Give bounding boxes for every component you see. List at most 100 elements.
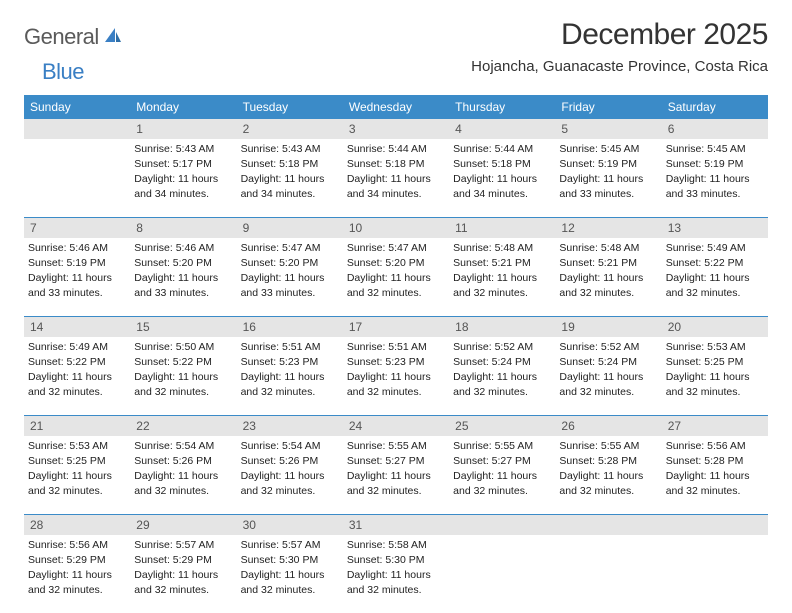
day-number: 4 — [449, 119, 555, 139]
day-number: 18 — [449, 317, 555, 337]
daylight-text: Daylight: 11 hours and 32 minutes. — [559, 271, 657, 299]
day-cell: Sunrise: 5:45 AMSunset: 5:19 PMDaylight:… — [662, 139, 768, 217]
brand-text-general: General — [24, 24, 99, 50]
sunset-text: Sunset: 5:20 PM — [134, 256, 232, 270]
daylight-text: Daylight: 11 hours and 32 minutes. — [666, 271, 764, 299]
day-number: 5 — [555, 119, 661, 139]
day-number: 3 — [343, 119, 449, 139]
weekday-header: Tuesday — [237, 95, 343, 119]
sunset-text: Sunset: 5:18 PM — [347, 157, 445, 171]
sunset-text: Sunset: 5:25 PM — [666, 355, 764, 369]
daylight-text: Daylight: 11 hours and 34 minutes. — [241, 172, 339, 200]
day-cell: Sunrise: 5:44 AMSunset: 5:18 PMDaylight:… — [449, 139, 555, 217]
week-info-row: Sunrise: 5:46 AMSunset: 5:19 PMDaylight:… — [24, 238, 768, 317]
sunrise-text: Sunrise: 5:45 AM — [559, 142, 657, 156]
sunset-text: Sunset: 5:24 PM — [453, 355, 551, 369]
sunset-text: Sunset: 5:19 PM — [559, 157, 657, 171]
weekday-header: Friday — [555, 95, 661, 119]
sunrise-text: Sunrise: 5:56 AM — [666, 439, 764, 453]
sunrise-text: Sunrise: 5:52 AM — [559, 340, 657, 354]
sunrise-text: Sunrise: 5:50 AM — [134, 340, 232, 354]
day-number: 19 — [555, 317, 661, 337]
daylight-text: Daylight: 11 hours and 32 minutes. — [347, 271, 445, 299]
brand-logo: General — [24, 24, 125, 50]
sunset-text: Sunset: 5:17 PM — [134, 157, 232, 171]
day-number — [662, 515, 768, 535]
sunrise-text: Sunrise: 5:51 AM — [347, 340, 445, 354]
week-daynum-row: 21222324252627 — [24, 416, 768, 436]
sunrise-text: Sunrise: 5:55 AM — [453, 439, 551, 453]
daylight-text: Daylight: 11 hours and 32 minutes. — [453, 271, 551, 299]
day-cell: Sunrise: 5:50 AMSunset: 5:22 PMDaylight:… — [130, 337, 236, 415]
day-cell: Sunrise: 5:56 AMSunset: 5:28 PMDaylight:… — [662, 436, 768, 514]
sunset-text: Sunset: 5:19 PM — [28, 256, 126, 270]
sunrise-text: Sunrise: 5:55 AM — [559, 439, 657, 453]
day-cell: Sunrise: 5:57 AMSunset: 5:29 PMDaylight:… — [130, 535, 236, 613]
week-info-row: Sunrise: 5:43 AMSunset: 5:17 PM Daylight:… — [24, 139, 768, 218]
sunset-text: Sunset: 5:30 PM — [241, 553, 339, 567]
daylight-text: Daylight: 11 hours and 32 minutes. — [134, 469, 232, 497]
sunset-text: Sunset: 5:18 PM — [453, 157, 551, 171]
daylight-text: Daylight: 11 hours and 32 minutes. — [241, 469, 339, 497]
day-number: 26 — [555, 416, 661, 436]
sunset-text: Sunset: 5:29 PM — [28, 553, 126, 567]
day-cell: Sunrise: 5:45 AMSunset: 5:19 PMDaylight:… — [555, 139, 661, 217]
sunrise-text: Sunrise: 5:47 AM — [241, 241, 339, 255]
weekday-header: Saturday — [662, 95, 768, 119]
sunrise-text: Sunrise: 5:48 AM — [453, 241, 551, 255]
sunset-text: Sunset: 5:20 PM — [241, 256, 339, 270]
sunrise-text: Sunrise: 5:47 AM — [347, 241, 445, 255]
sunset-text: Sunset: 5:23 PM — [241, 355, 339, 369]
sunrise-text: Sunrise: 5:57 AM — [241, 538, 339, 552]
day-number — [24, 119, 130, 139]
day-number: 20 — [662, 317, 768, 337]
weekday-header-row: Sunday Monday Tuesday Wednesday Thursday… — [24, 95, 768, 119]
sunset-text: Sunset: 5:29 PM — [134, 553, 232, 567]
day-number: 14 — [24, 317, 130, 337]
daylight-text: Daylight: 11 hours and 33 minutes. — [559, 172, 657, 200]
sunrise-text: Sunrise: 5:44 AM — [347, 142, 445, 156]
week-daynum-row: 28293031 — [24, 515, 768, 535]
sunrise-text: Sunrise: 5:55 AM — [347, 439, 445, 453]
day-number: 12 — [555, 218, 661, 238]
day-number: 10 — [343, 218, 449, 238]
weekday-header: Wednesday — [343, 95, 449, 119]
location-subtitle: Hojancha, Guanacaste Province, Costa Ric… — [471, 58, 768, 75]
weekday-header: Thursday — [449, 95, 555, 119]
day-cell: Sunrise: 5:58 AMSunset: 5:30 PMDaylight:… — [343, 535, 449, 613]
daylight-text: Daylight: 11 hours and 32 minutes. — [666, 469, 764, 497]
sunrise-text: Sunrise: 5:45 AM — [666, 142, 764, 156]
day-cell: Sunrise: 5:53 AMSunset: 5:25 PMDaylight:… — [24, 436, 130, 514]
daylight-text: Daylight: 11 hours and 32 minutes. — [666, 370, 764, 398]
day-number: 11 — [449, 218, 555, 238]
day-number: 13 — [662, 218, 768, 238]
daylight-text: Daylight: 11 hours and 33 minutes. — [666, 172, 764, 200]
calendar-grid: Sunday Monday Tuesday Wednesday Thursday… — [24, 95, 768, 613]
sunrise-text: Sunrise: 5:43 AM — [134, 142, 232, 156]
daylight-text: Daylight: 11 hours and 32 minutes. — [28, 370, 126, 398]
week-daynum-row: 78910111213 — [24, 218, 768, 238]
day-cell: Sunrise: 5:54 AMSunset: 5:26 PMDaylight:… — [130, 436, 236, 514]
day-cell: Sunrise: 5:48 AMSunset: 5:21 PMDaylight:… — [555, 238, 661, 316]
daylight-text: Daylight: 11 hours and 32 minutes. — [559, 469, 657, 497]
day-cell: Sunrise: 5:55 AMSunset: 5:27 PMDaylight:… — [343, 436, 449, 514]
sunrise-text: Sunrise: 5:57 AM — [134, 538, 232, 552]
sunset-text: Sunset: 5:28 PM — [559, 454, 657, 468]
day-cell: Sunrise: 5:49 AMSunset: 5:22 PMDaylight:… — [24, 337, 130, 415]
day-number — [555, 515, 661, 535]
sunset-text: Sunset: 5:30 PM — [347, 553, 445, 567]
sunset-text: Sunset: 5:18 PM — [241, 157, 339, 171]
brand-text-blue: Blue — [42, 59, 84, 85]
day-cell: Sunrise: 5:51 AMSunset: 5:23 PMDaylight:… — [237, 337, 343, 415]
sunrise-text: Sunrise: 5:53 AM — [28, 439, 126, 453]
sunrise-text: Sunrise: 5:52 AM — [453, 340, 551, 354]
day-cell — [555, 535, 661, 613]
day-number: 7 — [24, 218, 130, 238]
sunrise-text: Sunrise: 5:53 AM — [666, 340, 764, 354]
day-number: 16 — [237, 317, 343, 337]
day-number: 9 — [237, 218, 343, 238]
day-cell: Sunrise: 5:54 AMSunset: 5:26 PMDaylight:… — [237, 436, 343, 514]
sunset-text: Sunset: 5:22 PM — [134, 355, 232, 369]
sunset-text: Sunset: 5:26 PM — [241, 454, 339, 468]
daylight-text: Daylight: 11 hours and 32 minutes. — [241, 370, 339, 398]
